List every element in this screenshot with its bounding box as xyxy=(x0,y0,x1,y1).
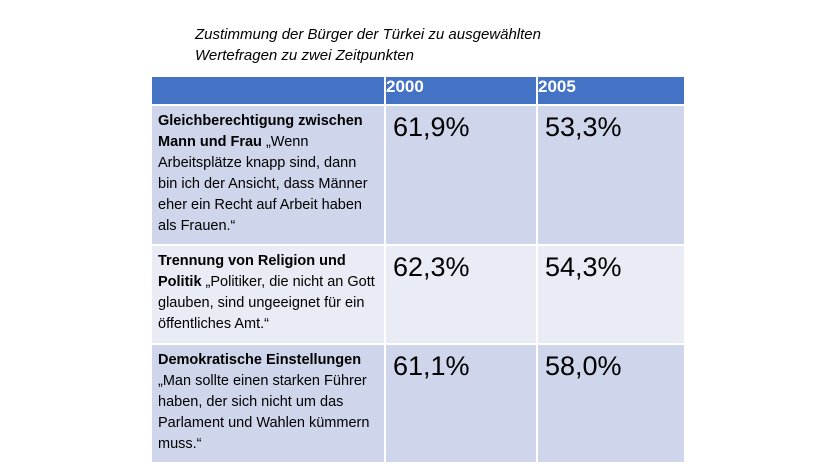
values-table: 2000 2005 Gleichberechtigung zwischen Ma… xyxy=(150,75,686,464)
title-line-1: Zustimmung der Bürger der Türkei zu ausg… xyxy=(195,26,541,43)
value-2000: 62,3% xyxy=(384,244,538,345)
table-row: Demokratische Einstellungen „Man sollte … xyxy=(150,343,686,464)
header-cell-topic xyxy=(150,75,386,106)
quote-text: „Man sollte einen starken Führer haben, … xyxy=(158,373,370,452)
value-2005: 54,3% xyxy=(536,244,686,345)
quote-text: „Wenn Arbeitsplätze knapp sind, dann bin… xyxy=(158,134,368,234)
question-cell: Gleichberechtigung zwischen Mann und Fra… xyxy=(150,104,386,246)
table-row: Gleichberechtigung zwischen Mann und Fra… xyxy=(150,104,686,246)
value-2000: 61,1% xyxy=(384,343,538,464)
question-cell: Trennung von Religion und Politik „Polit… xyxy=(150,244,386,345)
question-cell: Demokratische Einstellungen „Man sollte … xyxy=(150,343,386,464)
title-line-2: Wertefragen zu zwei Zeitpunkten xyxy=(195,47,415,64)
value-2005: 58,0% xyxy=(536,343,686,464)
value-2000: 61,9% xyxy=(384,104,538,246)
value-2005: 53,3% xyxy=(536,104,686,246)
table-row: Trennung von Religion und Politik „Polit… xyxy=(150,244,686,345)
topic-label: Gleichberechtigung zwischen Mann und Fra… xyxy=(158,113,363,150)
header-cell-2000: 2000 xyxy=(384,75,538,106)
header-cell-2005: 2005 xyxy=(536,75,686,106)
table-header-row: 2000 2005 xyxy=(150,75,686,106)
topic-label: Demokratische Einstellungen xyxy=(158,352,362,368)
slide-title: Zustimmung der Bürger der Türkei zu ausg… xyxy=(195,24,615,66)
topic-label: Trennung von Religion und Politik xyxy=(158,253,346,290)
quote-text: „Politiker, die nicht an Gott glauben, s… xyxy=(158,274,375,332)
